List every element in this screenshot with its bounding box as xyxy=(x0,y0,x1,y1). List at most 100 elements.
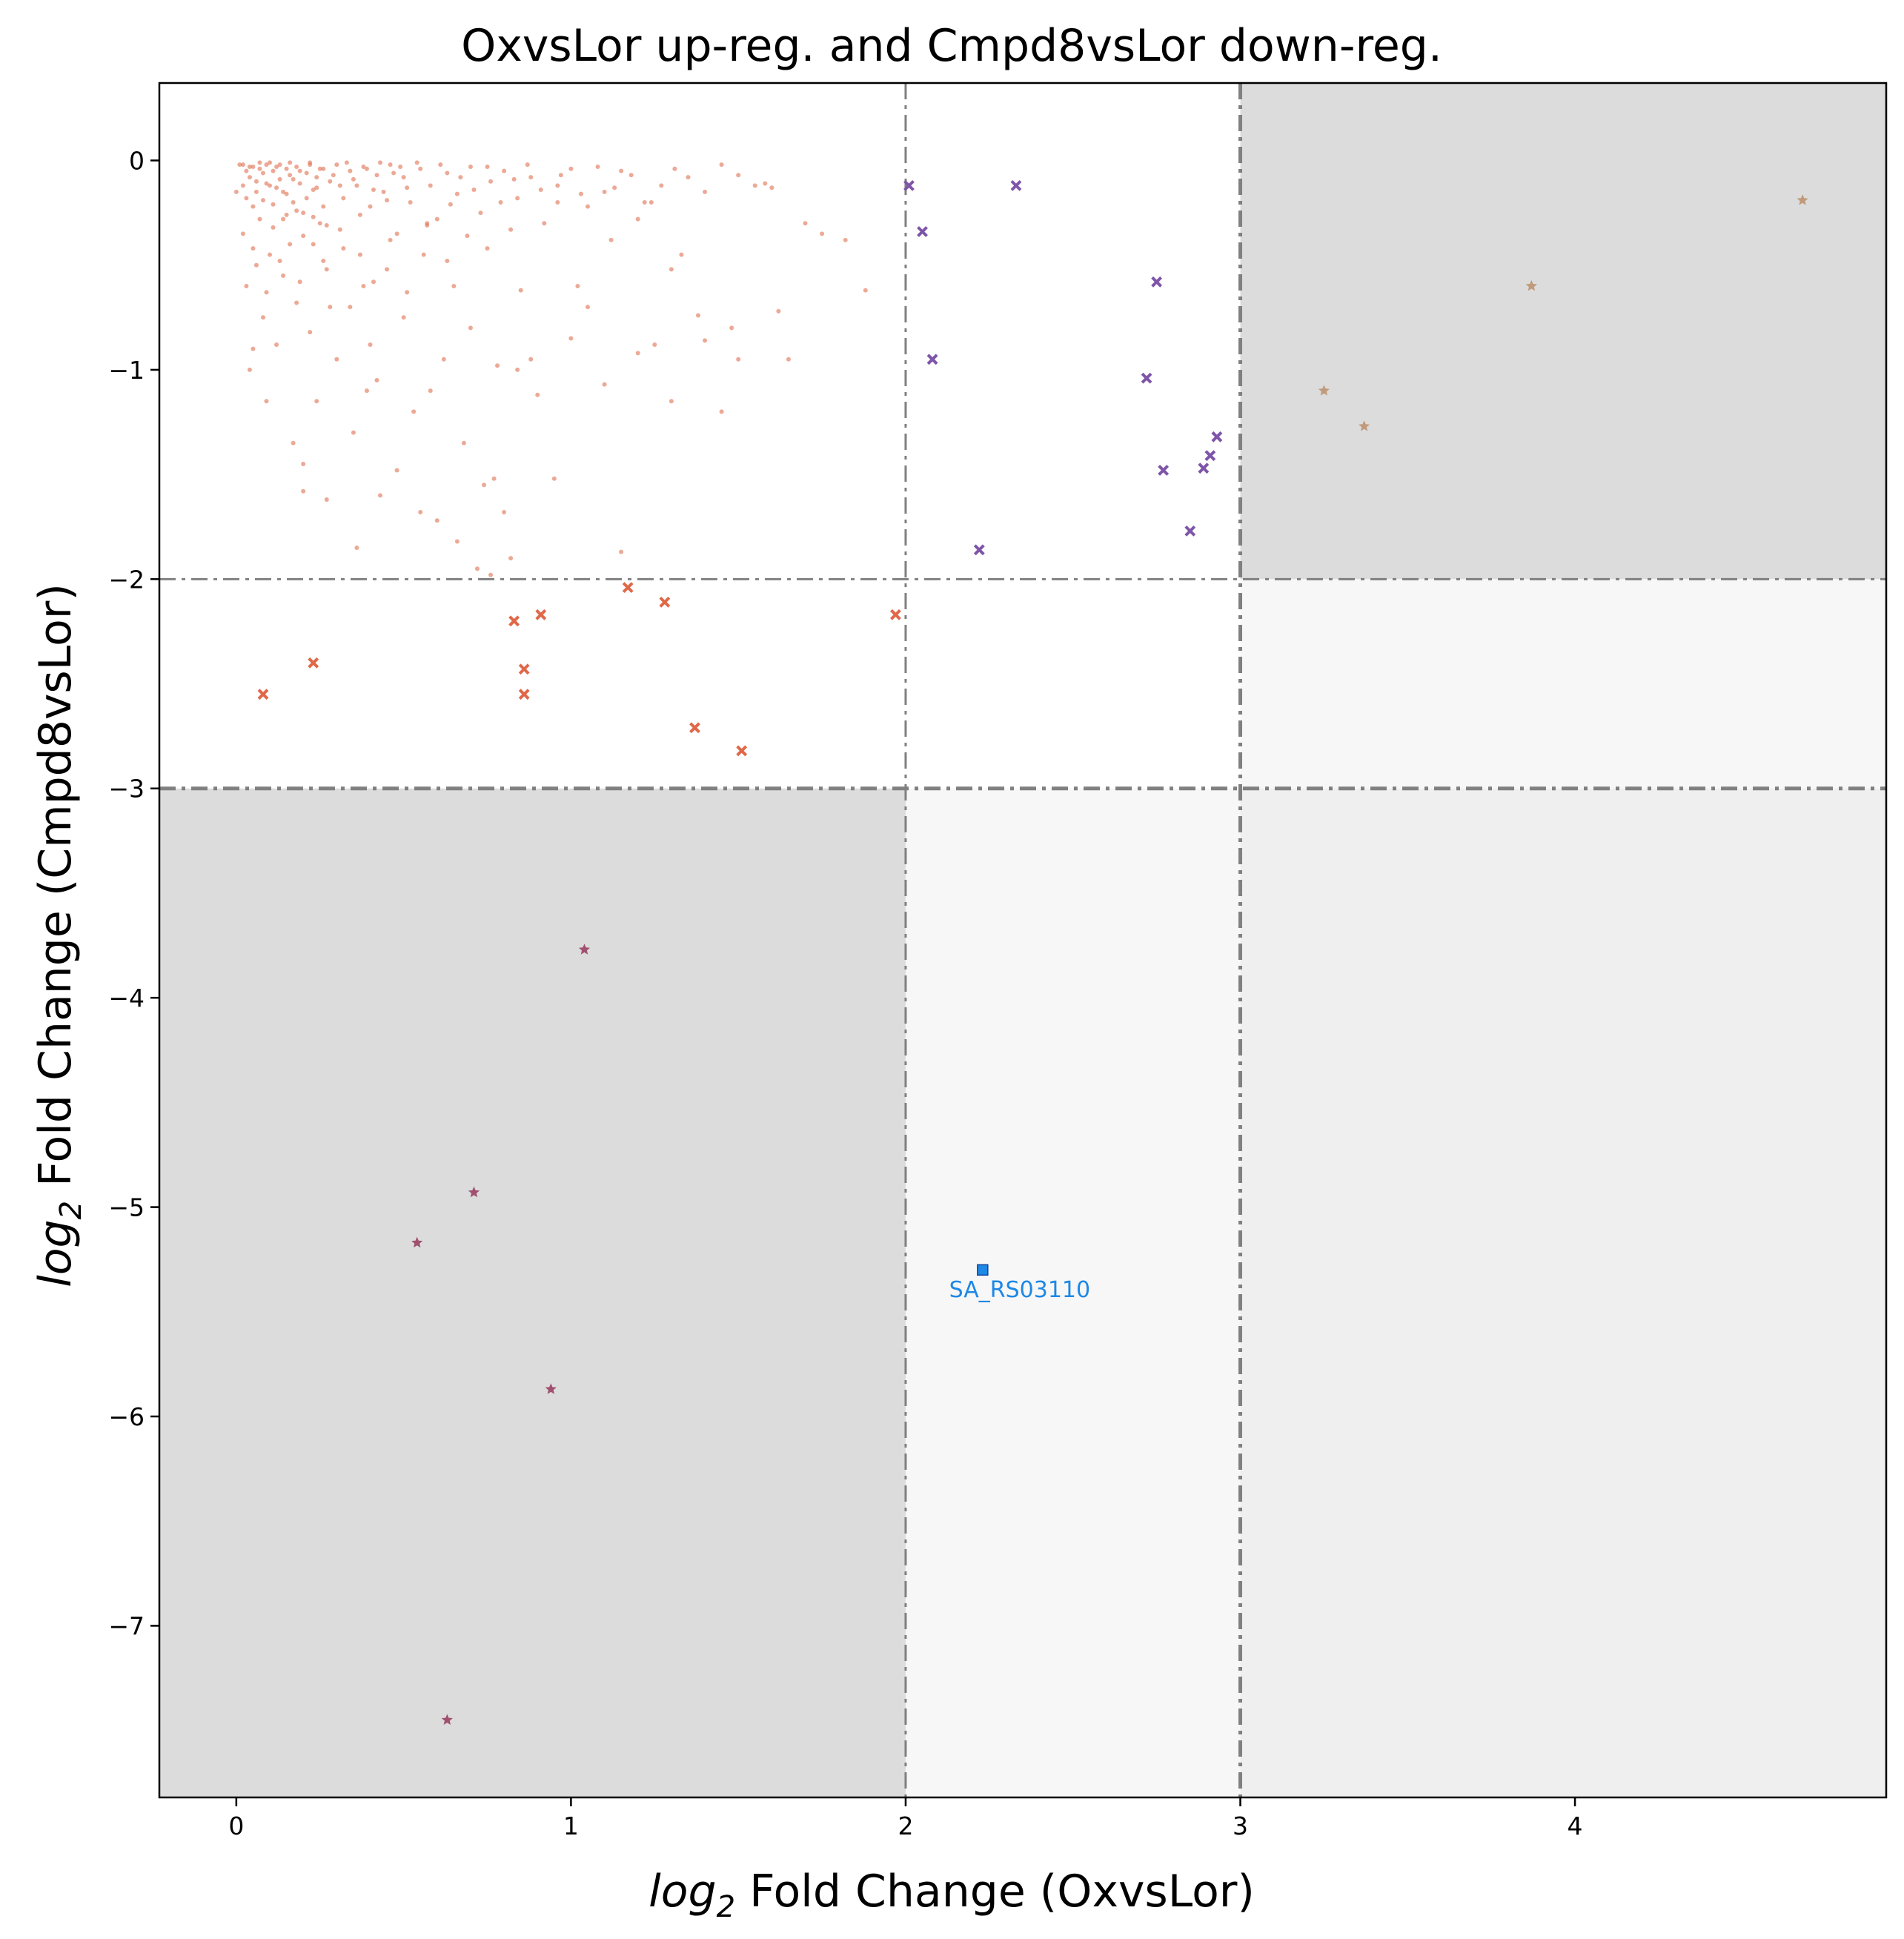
data-point-s0-143 xyxy=(244,196,249,201)
data-point-s0-82 xyxy=(308,330,313,335)
data-point-s2-11 xyxy=(1211,431,1223,443)
data-point-s0-159 xyxy=(297,168,302,173)
data-point-s0-181 xyxy=(438,162,443,168)
data-point-s0-190 xyxy=(558,173,563,178)
data-point-s0-191 xyxy=(578,191,583,196)
data-point-s0-29 xyxy=(354,183,359,188)
data-point-s0-66 xyxy=(776,308,781,314)
point-annotation-0: SA_RS03110 xyxy=(949,1277,1090,1303)
x-tick-label-2: 2 xyxy=(898,1812,913,1840)
data-point-s0-91 xyxy=(374,378,379,383)
data-point-s1-3 xyxy=(518,663,530,675)
data-point-s0-28 xyxy=(348,168,353,173)
data-point-s0-195 xyxy=(649,199,654,205)
data-point-s0-131 xyxy=(418,509,423,514)
data-point-s1-0 xyxy=(257,689,269,700)
data-point-s0-79 xyxy=(288,242,293,247)
data-point-s0-114 xyxy=(652,342,657,348)
data-point-s0-170 xyxy=(351,176,356,182)
data-point-s0-47 xyxy=(515,196,520,201)
data-point-s0-201 xyxy=(257,216,262,222)
data-point-s0-192 xyxy=(595,164,600,169)
data-point-s0-174 xyxy=(378,160,383,165)
data-point-s0-27 xyxy=(341,196,346,201)
data-point-s0-88 xyxy=(351,430,356,435)
data-point-s0-185 xyxy=(485,164,490,169)
data-point-s0-169 xyxy=(344,160,349,165)
data-point-s0-73 xyxy=(247,367,252,372)
data-point-s0-142 xyxy=(240,183,245,188)
data-point-s0-94 xyxy=(401,315,406,320)
data-point-s0-44 xyxy=(478,211,483,216)
data-point-s0-173 xyxy=(371,188,376,193)
data-point-s0-98 xyxy=(441,357,446,362)
data-point-s0-206 xyxy=(297,279,302,285)
data-point-s0-164 xyxy=(317,166,322,171)
data-point-s0-209 xyxy=(337,227,342,232)
data-point-s0-90 xyxy=(368,342,373,348)
data-point-s0-211 xyxy=(357,252,362,257)
data-point-s0-93 xyxy=(394,468,399,473)
data-point-s0-132 xyxy=(378,493,383,498)
data-point-s0-218 xyxy=(485,246,490,251)
data-point-s0-92 xyxy=(385,267,390,272)
data-point-s0-1 xyxy=(244,168,249,173)
data-point-s0-175 xyxy=(385,198,390,203)
data-point-s0-127 xyxy=(488,572,494,577)
data-point-s0-11 xyxy=(277,176,282,182)
shaded-region-3 xyxy=(905,788,1241,1797)
data-point-s3-1 xyxy=(1359,420,1370,431)
data-point-s0-63 xyxy=(843,237,848,242)
data-point-s0-32 xyxy=(374,173,379,178)
data-point-s0-184 xyxy=(471,188,477,193)
data-point-s0-197 xyxy=(703,189,708,194)
data-point-s0-147 xyxy=(257,160,262,165)
data-point-s0-22 xyxy=(314,175,319,180)
data-point-s0-136 xyxy=(608,237,614,242)
data-point-s0-65 xyxy=(786,357,791,362)
data-point-s0-77 xyxy=(274,342,279,348)
data-point-s0-133 xyxy=(364,388,369,394)
data-point-s4-0 xyxy=(411,1236,423,1248)
data-point-s0-149 xyxy=(264,181,269,186)
data-point-s0-4 xyxy=(253,179,259,184)
data-point-s0-39 xyxy=(428,183,433,188)
data-point-s1-4 xyxy=(518,689,530,700)
data-point-s1-8 xyxy=(689,722,700,734)
data-point-s0-193 xyxy=(612,185,617,190)
data-point-s1-5 xyxy=(535,609,547,620)
data-point-s0-141 xyxy=(237,162,242,168)
data-point-s0-30 xyxy=(361,164,366,169)
y-tick-label-6: −6 xyxy=(108,1402,145,1431)
axis-ticks: 0 1 2 3 4 0 −1 −2 −3 −4 −5 −6 −7 xyxy=(108,146,1582,1840)
data-point-s0-61 xyxy=(803,221,808,226)
data-point-s0-89 xyxy=(361,283,366,288)
data-point-s0-162 xyxy=(311,214,316,219)
data-point-s0-84 xyxy=(321,259,326,264)
shaded-region-2 xyxy=(1240,579,1886,789)
data-point-s0-115 xyxy=(669,399,674,404)
data-point-s0-85 xyxy=(328,305,333,310)
data-point-s0-64 xyxy=(863,288,868,293)
data-point-s0-161 xyxy=(308,160,313,165)
data-point-s0-137 xyxy=(555,199,560,205)
data-point-s0-151 xyxy=(271,202,276,207)
data-point-s0-40 xyxy=(434,216,439,222)
data-point-s0-99 xyxy=(451,283,457,288)
data-point-s0-121 xyxy=(324,497,329,503)
plot-frame xyxy=(158,82,1888,1799)
x-tick-label-0: 0 xyxy=(228,1812,244,1840)
data-point-s0-179 xyxy=(414,160,419,165)
data-point-s0-10 xyxy=(274,164,279,169)
data-point-s4-1 xyxy=(441,1714,453,1725)
data-point-s0-18 xyxy=(301,211,306,216)
data-point-s2-7 xyxy=(1158,465,1170,476)
data-point-s0-59 xyxy=(752,183,757,188)
data-point-s0-120 xyxy=(354,545,359,550)
data-point-s0-6 xyxy=(260,170,265,176)
data-point-s0-42 xyxy=(454,191,460,196)
data-point-s0-126 xyxy=(474,566,480,571)
data-point-s0-0 xyxy=(240,162,245,168)
data-point-s0-86 xyxy=(334,357,339,362)
data-point-s0-157 xyxy=(291,176,296,182)
